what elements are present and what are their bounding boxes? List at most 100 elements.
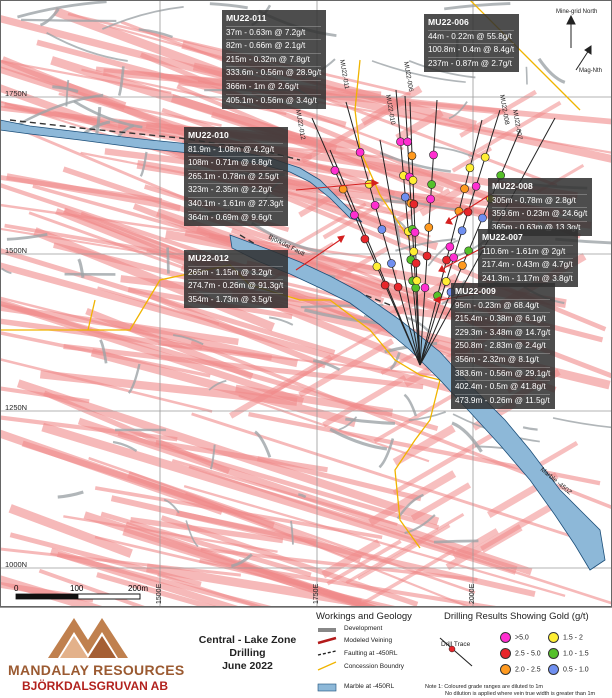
callout-row: 217.4m - 0.43m @ 4.7g/t bbox=[482, 258, 573, 272]
easting-2000: 2000E bbox=[469, 584, 476, 604]
callout-mu22-011: MU22-011 37m - 0.63m @ 7.2g/t 82m - 0.66… bbox=[222, 10, 326, 109]
drill-trace-symbol bbox=[432, 634, 478, 670]
grade-swatch-icon bbox=[500, 632, 511, 643]
assay-marker bbox=[410, 248, 418, 256]
assay-marker bbox=[331, 166, 339, 174]
callout-row: 405.1m - 0.56m @ 3.4g/t bbox=[226, 94, 321, 108]
assay-marker bbox=[425, 223, 433, 231]
figure-title-line: Drilling bbox=[190, 647, 305, 660]
development-drive bbox=[434, 541, 478, 542]
faulting-symbol bbox=[318, 651, 336, 655]
assay-marker bbox=[397, 138, 405, 146]
assay-marker bbox=[450, 254, 458, 262]
callout-row: 229.3m - 3.48m @ 14.7g/t bbox=[455, 326, 550, 340]
assay-marker bbox=[411, 228, 419, 236]
development-drive bbox=[526, 67, 527, 85]
company-name: MANDALAY RESOURCES bbox=[8, 662, 185, 678]
callout-title: MU22-009 bbox=[455, 285, 550, 298]
callout-row: 473.9m - 0.26m @ 11.5g/t bbox=[455, 394, 550, 408]
assay-marker bbox=[461, 185, 469, 193]
scale-100: 100 bbox=[70, 584, 84, 593]
callout-row: 81.9m - 1.08m @ 4.2g/t bbox=[188, 143, 283, 157]
callout-row: 333.6m - 0.56m @ 28.9g/t bbox=[226, 66, 321, 80]
grade-bin-label: 0.5 - 1.0 bbox=[563, 666, 589, 673]
grade-swatch-icon bbox=[548, 648, 559, 659]
assay-marker bbox=[404, 138, 412, 146]
grade-bin-item: 1.5 - 2 bbox=[548, 632, 583, 643]
callout-row: 356m - 2.32m @ 8.1g/t bbox=[455, 353, 550, 367]
grade-swatch-icon bbox=[500, 648, 511, 659]
workings-item: Marble at -450RL bbox=[344, 683, 394, 690]
assay-marker bbox=[412, 284, 420, 292]
callout-mu22-008: MU22-008 305m - 0.78m @ 2.8g/t 359.6m - … bbox=[488, 178, 592, 236]
grade-swatch-icon bbox=[500, 664, 511, 675]
mag-north-label: Mag-Nth bbox=[579, 68, 602, 74]
callout-row: 95m - 0.23m @ 68.4g/t bbox=[455, 299, 550, 313]
northing-1000: 1000N bbox=[5, 560, 27, 569]
assay-marker bbox=[428, 180, 436, 188]
assay-marker bbox=[443, 256, 451, 264]
assay-marker bbox=[371, 201, 379, 209]
callout-row: 366m - 1m @ 2.6g/t bbox=[226, 80, 321, 94]
assay-marker bbox=[481, 153, 489, 161]
grade-bin-item: 0.5 - 1.0 bbox=[548, 664, 589, 675]
callout-row: 305m - 0.78m @ 2.8g/t bbox=[492, 194, 587, 208]
callout-row: 354m - 1.73m @ 3.5g/t bbox=[188, 293, 283, 307]
subsidiary-name: BJÖRKDALSGRUVAN AB bbox=[22, 679, 168, 693]
callout-row: 265.1m - 0.78m @ 2.5g/t bbox=[188, 170, 283, 184]
callout-title: MU22-011 bbox=[226, 12, 321, 25]
grade-swatch-icon bbox=[548, 632, 559, 643]
callout-row: 364m - 0.69m @ 9.6g/t bbox=[188, 211, 283, 225]
callout-row: 100.8m - 0.4m @ 8.4g/t bbox=[428, 43, 514, 57]
callout-row: 250.8m - 2.83m @ 2.4g/t bbox=[455, 339, 550, 353]
assay-marker bbox=[412, 259, 420, 267]
callout-row: 215m - 0.32m @ 7.8g/t bbox=[226, 53, 321, 67]
callout-mu22-007: MU22-007 110.6m - 1.61m @ 2g/t 217.4m - … bbox=[478, 229, 578, 287]
workings-item: Modeled Veining bbox=[344, 637, 392, 644]
assay-marker bbox=[466, 164, 474, 172]
northing-1500: 1500N bbox=[5, 246, 27, 255]
development-drive bbox=[168, 248, 169, 274]
callout-row: 44m - 0.22m @ 55.8g/t bbox=[428, 30, 514, 44]
assay-marker bbox=[401, 193, 409, 201]
marble-symbol bbox=[318, 684, 336, 691]
callout-mu22-012: MU22-012 265m - 1.15m @ 3.2g/t 274.7m - … bbox=[184, 250, 288, 308]
assay-marker bbox=[423, 252, 431, 260]
legend-panel: MANDALAY RESOURCES BJÖRKDALSGRUVAN AB Ce… bbox=[0, 607, 612, 698]
grade-bin-label: 2.0 - 2.5 bbox=[515, 666, 541, 673]
assay-marker bbox=[410, 200, 418, 208]
callout-row: 323m - 2.35m @ 2.2g/t bbox=[188, 183, 283, 197]
callout-mu22-006: MU22-006 44m - 0.22m @ 55.8g/t 100.8m - … bbox=[424, 14, 519, 72]
development-drive bbox=[21, 20, 116, 21]
assay-marker bbox=[458, 227, 466, 235]
callout-mu22-010: MU22-010 81.9m - 1.08m @ 4.2g/t 108m - 0… bbox=[184, 127, 288, 226]
figure-title-line: June 2022 bbox=[190, 660, 305, 673]
callout-title: MU22-007 bbox=[482, 231, 573, 244]
northing-1750: 1750N bbox=[5, 89, 27, 98]
northing-1250: 1250N bbox=[5, 403, 27, 412]
callout-row: 383.6m - 0.56m @ 29.1g/t bbox=[455, 367, 550, 381]
grade-bin-item: 2.0 - 2.5 bbox=[500, 664, 541, 675]
mandalay-logo-icon bbox=[38, 614, 138, 660]
assay-marker bbox=[442, 277, 450, 285]
assay-marker bbox=[381, 281, 389, 289]
assay-marker bbox=[356, 148, 364, 156]
callout-row: 340.1m - 1.61m @ 27.3g/t bbox=[188, 197, 283, 211]
assay-marker bbox=[446, 243, 454, 251]
easting-1500: 1500E bbox=[156, 584, 163, 604]
workings-title: Workings and Geology bbox=[316, 611, 412, 622]
callout-row: 265m - 1.15m @ 3.2g/t bbox=[188, 266, 283, 280]
drill-trace-label: Drill Trace bbox=[441, 641, 470, 648]
easting-1750: 1750E bbox=[313, 584, 320, 604]
assay-marker bbox=[373, 263, 381, 271]
assay-marker bbox=[387, 259, 395, 267]
grade-bin-item: 2.5 - 5.0 bbox=[500, 648, 541, 659]
callout-row: 359.6m - 0.23m @ 24.6g/t bbox=[492, 207, 587, 221]
assay-marker bbox=[408, 152, 416, 160]
assay-marker bbox=[427, 195, 435, 203]
callout-row: 274.7m - 0.26m @ 91.3g/t bbox=[188, 279, 283, 293]
callout-title: MU22-006 bbox=[428, 16, 514, 29]
scale-200m: 200m bbox=[128, 584, 148, 593]
callout-title: MU22-008 bbox=[492, 180, 587, 193]
